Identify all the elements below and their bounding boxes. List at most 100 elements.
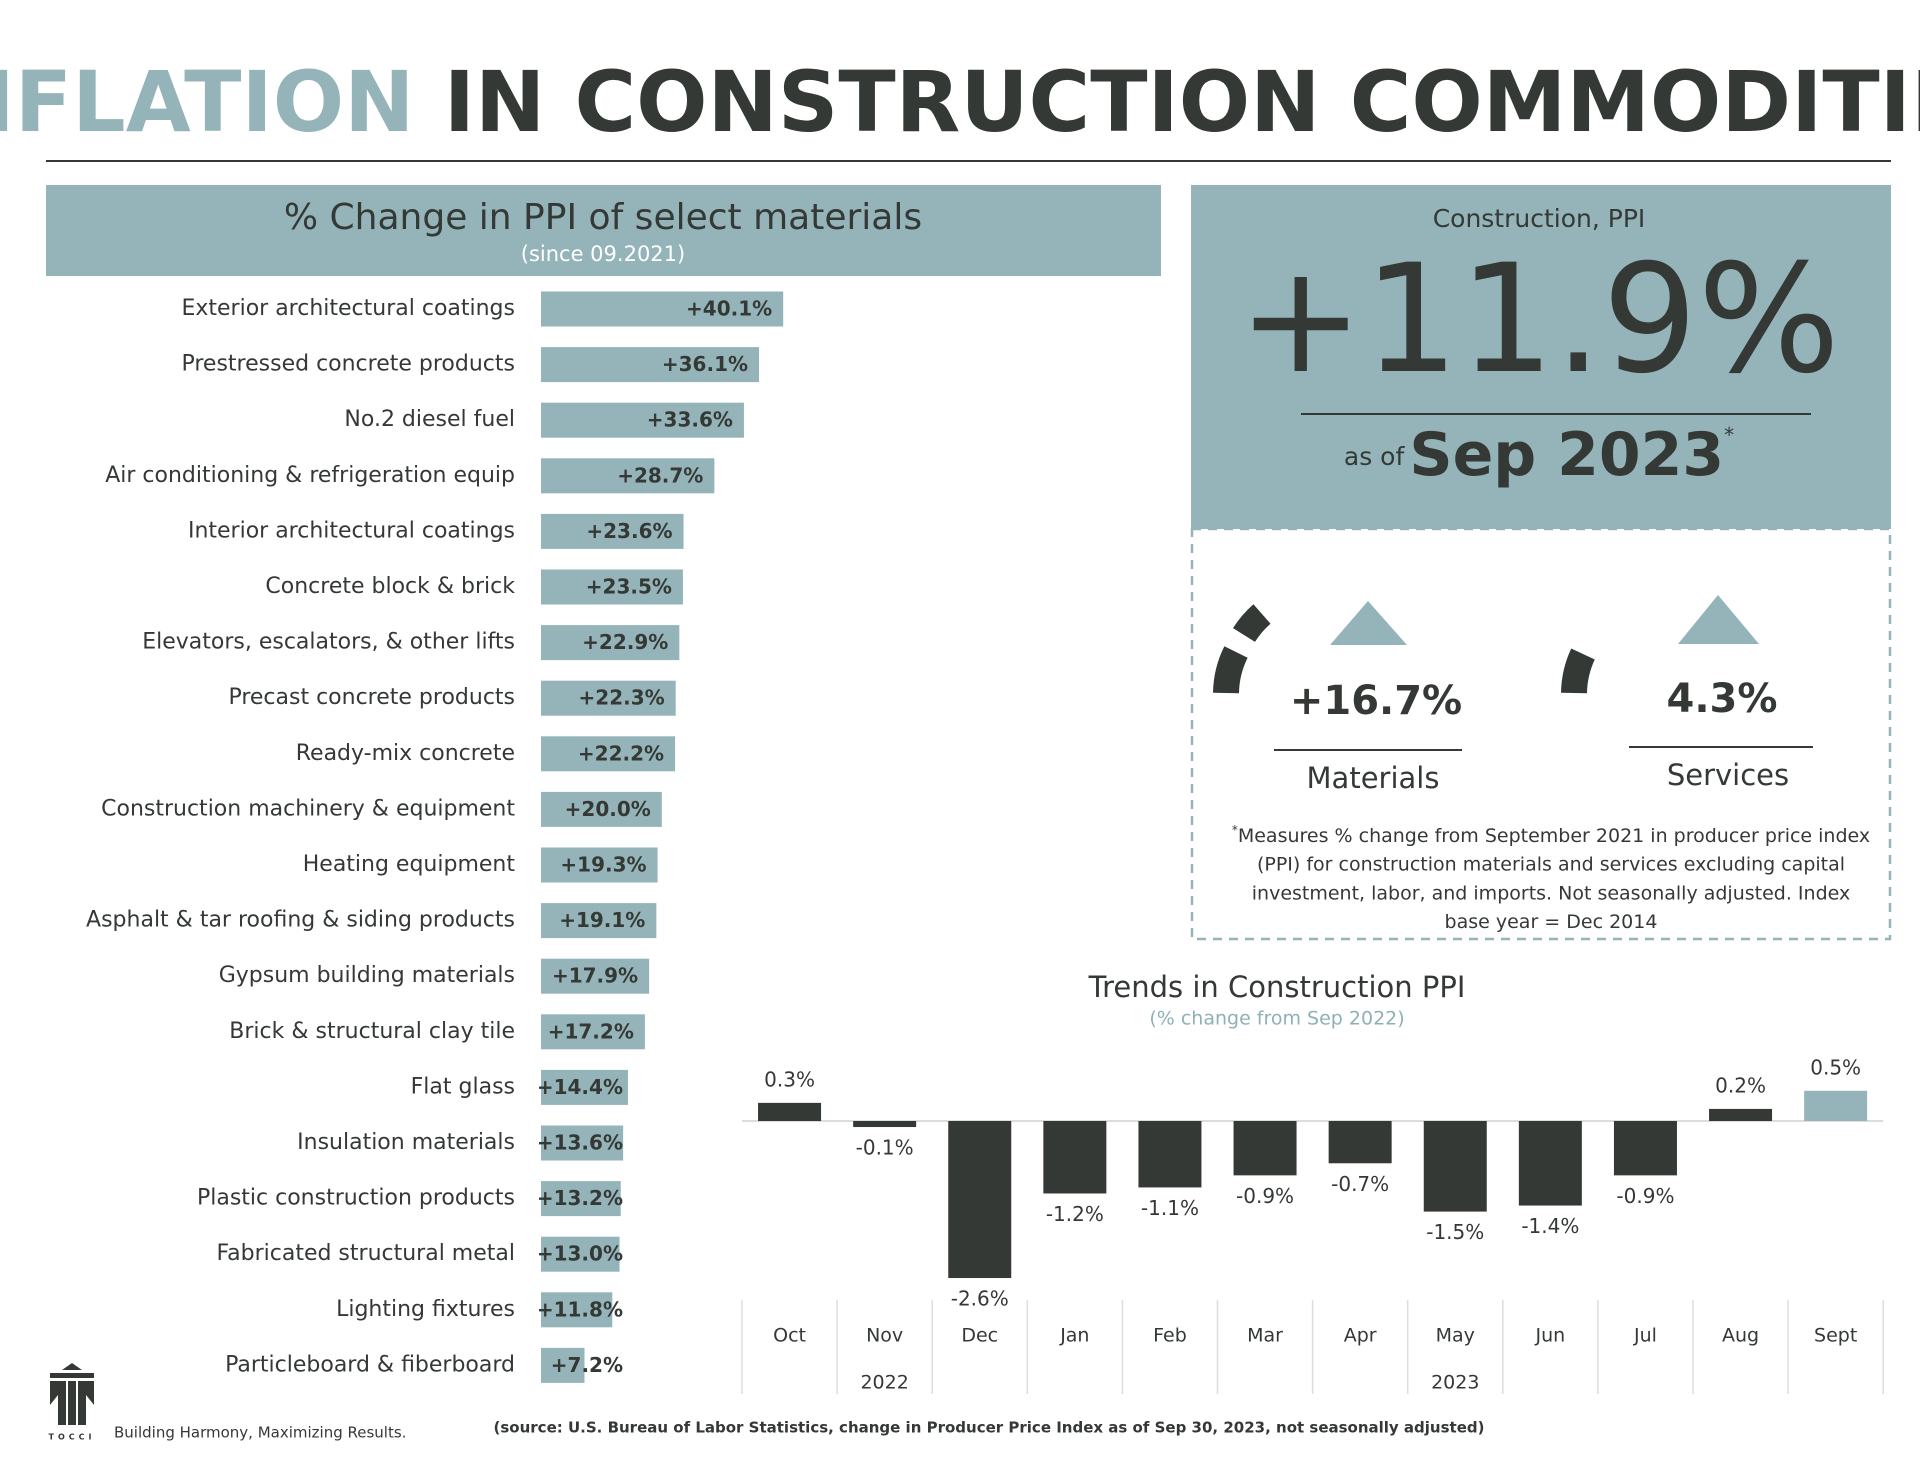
value-label: -1.5% bbox=[1426, 1220, 1484, 1244]
value-label: -0.7% bbox=[1331, 1172, 1389, 1196]
value-label: -1.4% bbox=[1521, 1214, 1579, 1238]
bar bbox=[1138, 1121, 1202, 1188]
x-tick-label: Jul bbox=[1633, 1325, 1657, 1347]
bar bbox=[541, 1181, 621, 1217]
services-label: Services bbox=[1667, 758, 1789, 792]
value-label: +17.9% bbox=[552, 964, 638, 988]
value-label: +20.0% bbox=[565, 797, 651, 821]
value-label: -0.9% bbox=[1616, 1184, 1674, 1208]
category-label: Heating equipment bbox=[303, 852, 516, 877]
category-label: Plastic construction products bbox=[197, 1186, 515, 1211]
category-label: Interior architectural coatings bbox=[188, 518, 515, 543]
bar bbox=[541, 736, 676, 772]
bar bbox=[541, 680, 676, 716]
category-label: Concrete block & brick bbox=[265, 574, 515, 599]
value-label: +13.2% bbox=[537, 1186, 623, 1210]
value-label: +22.9% bbox=[582, 630, 668, 654]
group-label: 2022 bbox=[860, 1372, 908, 1394]
value-label: -2.6% bbox=[951, 1287, 1009, 1311]
gauge-arc bbox=[1233, 604, 1271, 643]
bar bbox=[541, 291, 784, 327]
chart-subtitle: (% change from Sep 2022) bbox=[1149, 1008, 1404, 1030]
value-label: +19.3% bbox=[560, 853, 646, 877]
bar bbox=[541, 458, 715, 494]
x-tick-label: Sept bbox=[1814, 1325, 1857, 1347]
bar bbox=[853, 1121, 917, 1128]
bar bbox=[541, 347, 760, 383]
title-highlight: INFLATION bbox=[0, 53, 414, 151]
bar bbox=[1233, 1121, 1297, 1176]
x-tick-label: Mar bbox=[1247, 1325, 1283, 1347]
x-tick-label: Nov bbox=[866, 1325, 903, 1347]
category-label: Insulation materials bbox=[297, 1130, 515, 1155]
chart-title: % Change in PPI of select materials bbox=[284, 197, 922, 238]
bar bbox=[758, 1102, 822, 1121]
gauge-arc bbox=[1213, 646, 1248, 694]
value-label: +28.7% bbox=[617, 463, 703, 487]
value-label: +13.0% bbox=[537, 1242, 623, 1266]
bar bbox=[541, 791, 662, 827]
bar bbox=[1709, 1108, 1773, 1121]
value-label: +40.1% bbox=[686, 297, 772, 321]
category-label: Prestressed concrete products bbox=[181, 352, 515, 377]
bar bbox=[1613, 1121, 1677, 1176]
value-label: -0.9% bbox=[1236, 1184, 1294, 1208]
bar bbox=[541, 958, 650, 994]
bar bbox=[541, 1014, 645, 1050]
category-label: Fabricated structural metal bbox=[217, 1241, 516, 1266]
kpi-panel bbox=[1191, 185, 1891, 529]
x-tick-label: Jun bbox=[1535, 1325, 1566, 1347]
x-tick-label: Aug bbox=[1722, 1325, 1759, 1347]
bar bbox=[1804, 1090, 1868, 1121]
value-label: +13.6% bbox=[537, 1131, 623, 1155]
x-tick-label: Dec bbox=[961, 1325, 998, 1347]
value-label: +23.5% bbox=[586, 575, 672, 599]
materials-value: +16.7% bbox=[1290, 678, 1462, 724]
value-label: +36.1% bbox=[662, 352, 748, 376]
kpi-detail-box bbox=[1190, 527, 1892, 941]
bar bbox=[541, 513, 684, 549]
page-title: INFLATION IN CONSTRUCTION COMMODITIES bbox=[0, 53, 1920, 151]
value-label: -0.1% bbox=[856, 1136, 914, 1160]
gauge-arc bbox=[1561, 648, 1595, 694]
footnote-line: investment, labor, and imports. Not seas… bbox=[1252, 882, 1850, 904]
category-label: Elevators, escalators, & other lifts bbox=[142, 630, 515, 655]
bar bbox=[541, 625, 680, 661]
chart-title: Trends in Construction PPI bbox=[1088, 970, 1466, 1004]
value-label: +33.6% bbox=[647, 408, 733, 432]
value-label: 0.3% bbox=[764, 1067, 815, 1091]
footnote-text: (PPI) for construction materials and ser… bbox=[1257, 853, 1845, 875]
value-label: +23.6% bbox=[586, 519, 672, 543]
value-label: +7.2% bbox=[551, 1353, 623, 1377]
services-value: 4.3% bbox=[1667, 676, 1778, 722]
x-tick-label: Jan bbox=[1059, 1325, 1089, 1347]
kpi-label: Construction, PPI bbox=[1433, 204, 1646, 233]
footnote-text: base year = Dec 2014 bbox=[1445, 911, 1658, 933]
bar bbox=[541, 1236, 620, 1272]
bar bbox=[541, 903, 657, 939]
bar bbox=[541, 569, 683, 605]
value-label: +11.8% bbox=[537, 1297, 623, 1321]
bar bbox=[541, 1347, 585, 1383]
tagline: Building Harmony, Maximizing Results. bbox=[114, 1424, 406, 1442]
value-label: +22.3% bbox=[579, 686, 665, 710]
up-arrow bbox=[1330, 601, 1407, 645]
footnote-line: *Measures % change from September 2021 i… bbox=[1232, 823, 1870, 847]
value-label: -1.2% bbox=[1046, 1202, 1104, 1226]
value-label: +19.1% bbox=[559, 908, 645, 932]
up-arrow bbox=[1678, 595, 1759, 644]
category-label: Ready-mix concrete bbox=[296, 741, 515, 766]
bar bbox=[541, 1125, 624, 1161]
footnote: *Measures % change from September 2021 i… bbox=[1232, 823, 1870, 933]
value-label: -1.1% bbox=[1141, 1196, 1199, 1220]
as-of-mark: * bbox=[1724, 423, 1734, 447]
as-of-prefix: as of bbox=[1344, 442, 1406, 471]
x-tick-label: May bbox=[1436, 1325, 1475, 1347]
bar bbox=[1328, 1121, 1392, 1164]
bar bbox=[541, 1069, 628, 1105]
bar bbox=[1423, 1121, 1487, 1212]
bar bbox=[1518, 1121, 1582, 1206]
x-tick-label: Oct bbox=[773, 1325, 806, 1347]
bar bbox=[541, 1292, 613, 1328]
category-label: No.2 diesel fuel bbox=[344, 407, 515, 432]
